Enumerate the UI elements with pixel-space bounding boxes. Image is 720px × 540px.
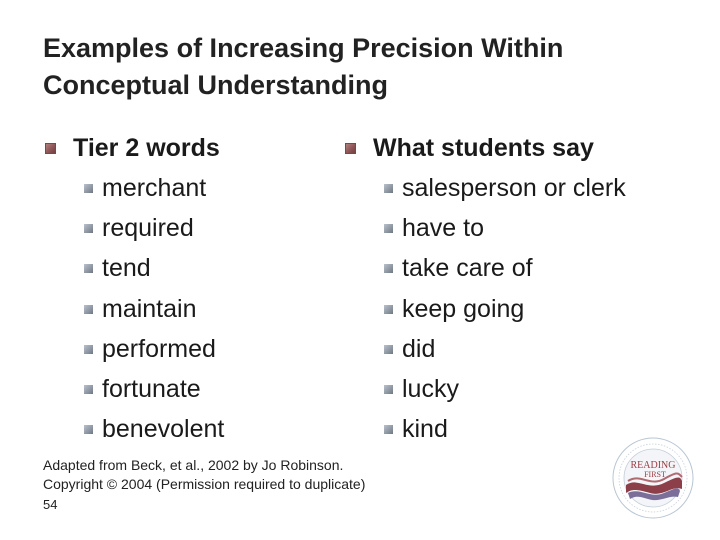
list-item: take care of [384, 249, 626, 289]
tier-2-words-column: Tier 2 words merchant required tend main… [45, 128, 224, 450]
heading-label: What students say [373, 133, 594, 162]
heading-bullet-icon [45, 142, 56, 154]
list-item-text: did [402, 334, 436, 363]
list-bullet-icon [384, 223, 393, 233]
list-bullet-icon [84, 304, 93, 314]
list-item: have to [384, 208, 626, 248]
list-bullet-icon [84, 183, 93, 193]
list-bullet-icon [384, 264, 393, 274]
heading-label: Tier 2 words [73, 133, 220, 162]
list-item: salesperson or clerk [384, 168, 626, 208]
list-item: benevolent [84, 410, 224, 450]
list-item: lucky [384, 369, 626, 409]
tier-2-words-heading: Tier 2 words [45, 128, 224, 168]
what-students-say-column: What students say salesperson or clerk h… [345, 128, 626, 450]
logo-text-sub: FIRST [644, 470, 666, 479]
list-item: kind [384, 410, 626, 450]
list-item: did [384, 329, 626, 369]
list-bullet-icon [384, 425, 393, 435]
logo-text-main: READING [631, 460, 676, 471]
credit-line-2: Copyright © 2004 (Permission required to… [43, 476, 366, 492]
list-bullet-icon [84, 425, 93, 435]
list-item: performed [84, 329, 224, 369]
page-number: 54 [43, 497, 58, 512]
list-item-text: performed [102, 334, 216, 363]
list-item-text: merchant [102, 173, 207, 202]
list-bullet-icon [84, 385, 93, 395]
list-item-text: fortunate [102, 375, 201, 404]
list-item-text: kind [402, 415, 448, 444]
what-students-say-heading: What students say [345, 128, 626, 168]
reading-first-logo-icon: READING FIRST [612, 437, 694, 519]
list-bullet-icon [84, 223, 93, 233]
source-credit: Adapted from Beck, et al., 2002 by Jo Ro… [43, 456, 365, 494]
list-item: required [84, 208, 224, 248]
list-bullet-icon [384, 304, 393, 314]
list-item-text: salesperson or clerk [402, 173, 626, 202]
list-bullet-icon [384, 385, 393, 395]
slide-title-line-2: Conceptual Understanding [43, 70, 389, 100]
list-item-text: keep going [402, 294, 525, 323]
list-item: merchant [84, 168, 224, 208]
heading-bullet-icon [345, 142, 356, 154]
list-item: tend [84, 249, 224, 289]
tier-2-words-list: merchant required tend maintain performe… [45, 168, 224, 450]
list-bullet-icon [84, 264, 93, 274]
what-students-say-list: salesperson or clerk have to take care o… [345, 168, 626, 450]
list-item-text: required [102, 213, 194, 242]
list-item-text: have to [402, 213, 485, 242]
list-item-text: benevolent [102, 415, 225, 444]
list-item: fortunate [84, 369, 224, 409]
list-item-text: lucky [402, 375, 459, 404]
slide-title: Examples of Increasing Precision Within … [43, 30, 683, 104]
list-item: maintain [84, 289, 224, 329]
list-bullet-icon [84, 344, 93, 354]
slide-title-line-1: Examples of Increasing Precision Within [43, 33, 564, 63]
list-item: keep going [384, 289, 626, 329]
list-item-text: maintain [102, 294, 197, 323]
list-item-text: tend [102, 254, 151, 283]
list-bullet-icon [384, 183, 393, 193]
credit-line-1: Adapted from Beck, et al., 2002 by Jo Ro… [43, 457, 344, 473]
list-bullet-icon [384, 344, 393, 354]
list-item-text: take care of [402, 254, 533, 283]
